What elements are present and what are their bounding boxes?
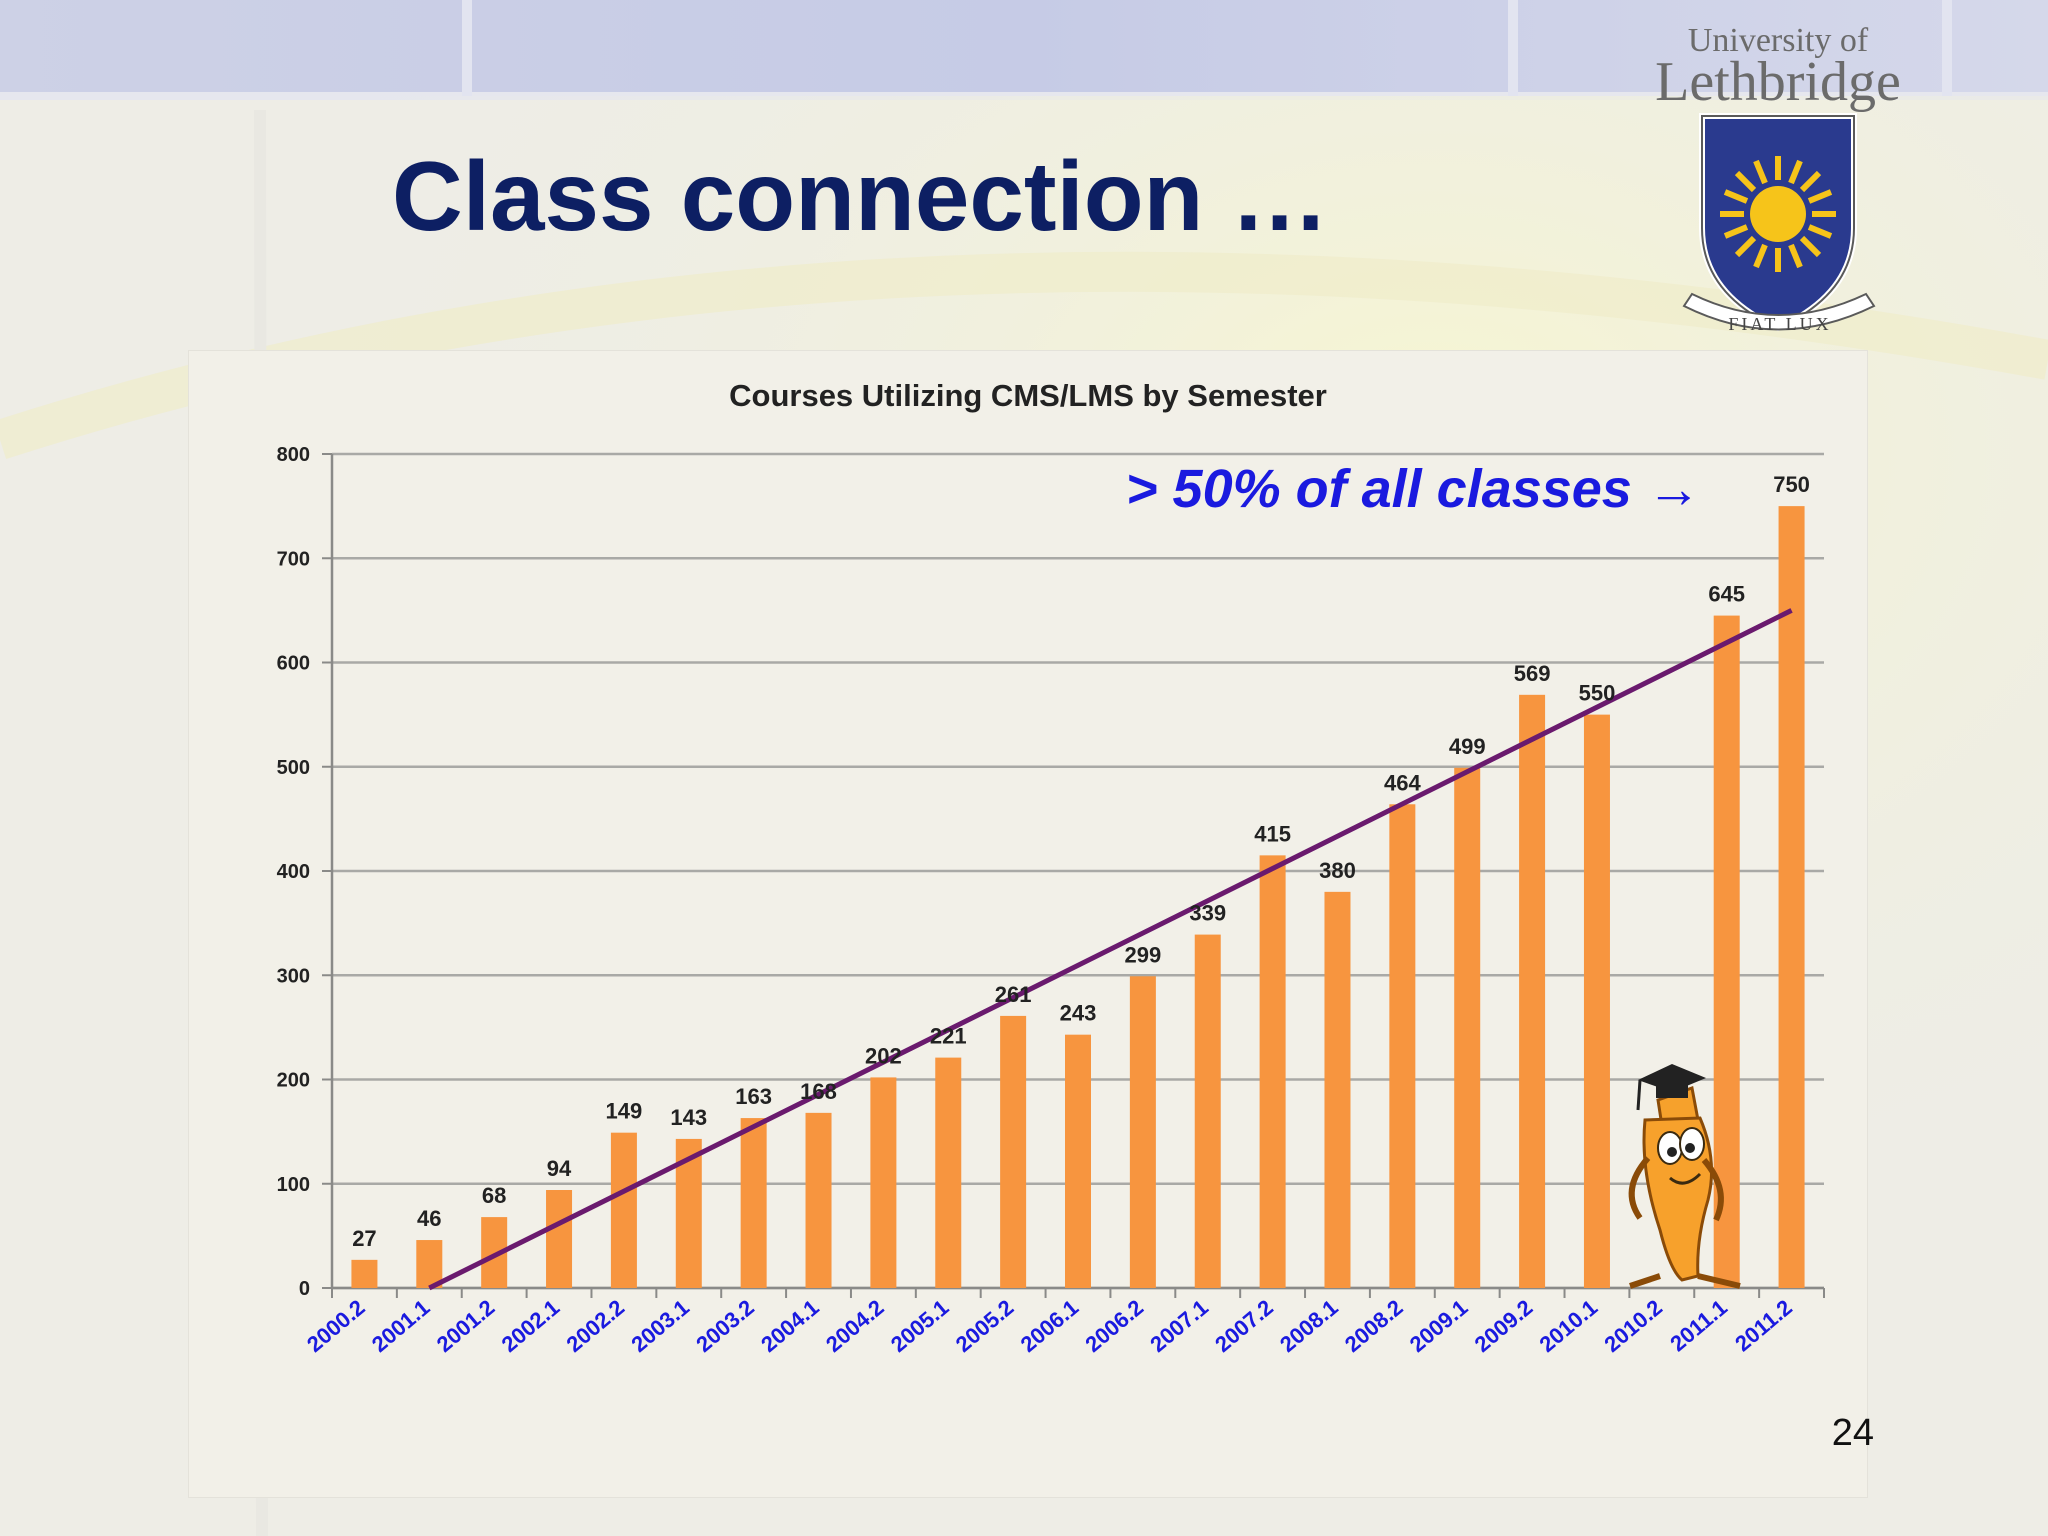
data-label: 569 [1514, 661, 1551, 686]
bar-2008.1 [1324, 891, 1351, 1288]
bar-2002.2 [610, 1132, 637, 1288]
bar-2004.1 [805, 1112, 832, 1288]
bar-2009.2 [1519, 694, 1546, 1288]
x-tick-label: 2009.1 [1405, 1295, 1473, 1357]
y-tick-label: 700 [277, 548, 310, 570]
x-tick-label: 2005.1 [886, 1295, 954, 1357]
data-label: 415 [1254, 821, 1291, 846]
bar-2001.1 [416, 1240, 443, 1288]
x-tick-label: 2008.1 [1275, 1295, 1343, 1357]
data-label: 168 [800, 1079, 837, 1104]
x-tick-label: 2003.2 [691, 1295, 759, 1357]
graduation-cap-icon [1638, 1064, 1706, 1092]
bar-2009.1 [1454, 767, 1481, 1288]
data-label: 261 [995, 982, 1032, 1007]
bar-2006.1 [1065, 1034, 1091, 1288]
bar-2002.1 [546, 1190, 573, 1288]
sun-icon [1720, 156, 1836, 272]
y-tick-label: 500 [277, 757, 310, 779]
logo-motto: FIAT LUX [1728, 314, 1831, 334]
x-tick-label: 2007.2 [1210, 1295, 1278, 1357]
x-tick-label: 2009.2 [1470, 1295, 1538, 1357]
data-label: 46 [417, 1206, 441, 1231]
data-label: 202 [865, 1043, 902, 1068]
bar-2008.2 [1389, 804, 1416, 1288]
bar-2003.2 [740, 1118, 767, 1288]
chart-annotation: > 50% of all classes → [1126, 459, 1701, 519]
x-tick-label: 2010.2 [1599, 1295, 1667, 1357]
bar-2010.1 [1583, 714, 1610, 1288]
bar-2006.2 [1129, 976, 1156, 1288]
y-tick-label: 100 [277, 1174, 310, 1196]
x-tick-label: 2010.1 [1535, 1295, 1603, 1357]
x-tick-label: 2001.2 [432, 1295, 500, 1357]
x-tick-label: 2001.1 [367, 1295, 435, 1357]
x-tick-label: 2006.2 [1080, 1295, 1148, 1357]
y-tick-label: 0 [299, 1278, 310, 1300]
y-tick-label: 400 [277, 861, 310, 883]
data-label: 143 [670, 1105, 707, 1130]
x-tick-label: 2003.1 [626, 1295, 694, 1357]
x-tick-label: 2011.2 [1730, 1295, 1797, 1357]
data-label: 221 [930, 1024, 967, 1049]
logo-text-line1: University of [1688, 22, 1869, 59]
data-label: 163 [735, 1084, 772, 1109]
y-tick-label: 600 [277, 653, 310, 675]
data-label: 750 [1773, 472, 1810, 497]
bar-2007.2 [1259, 855, 1286, 1288]
data-label: 27 [352, 1226, 376, 1251]
data-label: 380 [1319, 858, 1356, 883]
x-tick-label: 2002.1 [497, 1295, 565, 1357]
data-label: 339 [1189, 901, 1226, 926]
bar-2007.1 [1194, 934, 1221, 1288]
slide-title: Class connection … [392, 141, 1329, 251]
motto-ribbon [1682, 292, 1876, 331]
y-tick-label: 300 [277, 965, 310, 987]
data-label: 243 [1060, 1001, 1097, 1026]
x-tick-label: 2008.2 [1340, 1295, 1408, 1357]
y-tick-label: 800 [277, 444, 310, 466]
x-tick-label: 2004.1 [756, 1295, 824, 1357]
bar-2005.2 [1000, 1015, 1027, 1288]
x-tick-label: 2005.2 [951, 1295, 1019, 1357]
chart-title: Courses Utilizing CMS/LMS by Semester [729, 378, 1327, 413]
mascot-graduate-icon [1628, 1064, 1741, 1289]
x-tick-label: 2007.1 [1145, 1295, 1213, 1357]
bar-2011.2 [1778, 506, 1805, 1288]
x-tick-label: 2000.2 [302, 1295, 370, 1357]
y-tick-label: 200 [277, 1070, 310, 1092]
page-number: 24 [1831, 1412, 1874, 1454]
data-label: 499 [1449, 734, 1486, 759]
trend-line [428, 608, 1793, 1291]
bar-2000.2 [351, 1259, 378, 1288]
data-label: 464 [1384, 770, 1421, 795]
x-tick-label: 2004.2 [821, 1295, 889, 1357]
bar-2005.1 [935, 1057, 962, 1288]
data-label: 68 [482, 1183, 506, 1208]
data-label: 149 [606, 1099, 643, 1124]
x-tick-label: 2002.2 [562, 1295, 630, 1357]
logo-text-line2: Lethbridge [1655, 51, 1901, 113]
data-label: 550 [1579, 681, 1616, 706]
university-logo: University of Lethbridge FIAT LUX [1655, 22, 1901, 334]
bar-chart: Courses Utilizing CMS/LMS by Semester 27… [277, 378, 1825, 1357]
x-tick-label: 2011.1 [1665, 1295, 1732, 1357]
data-label: 94 [547, 1156, 572, 1181]
bar-2004.2 [870, 1077, 897, 1288]
x-tick-label: 2006.1 [1016, 1295, 1084, 1357]
data-label: 299 [1125, 942, 1162, 967]
data-label: 645 [1708, 582, 1745, 607]
